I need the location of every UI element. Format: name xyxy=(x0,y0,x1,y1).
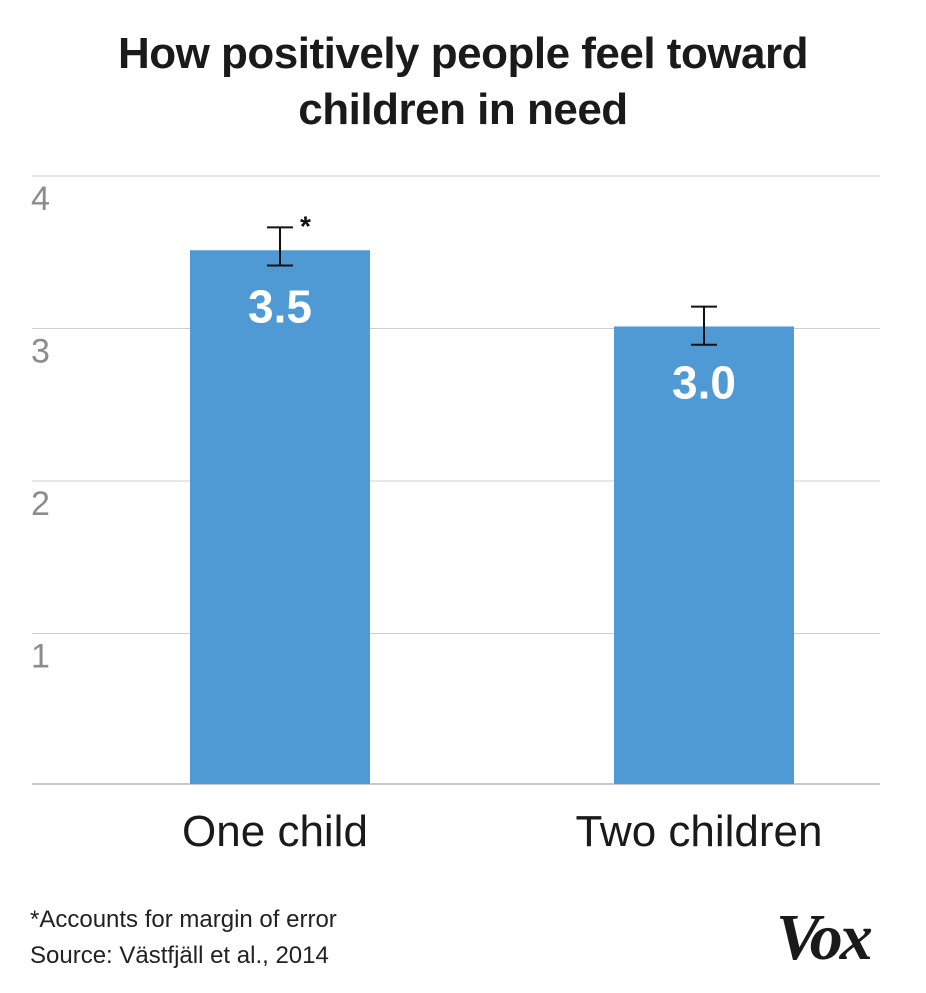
y-tick-label: 4 xyxy=(31,180,50,218)
y-tick-label: 1 xyxy=(31,638,50,676)
bar-value-label: 3.5 xyxy=(248,280,312,332)
bar xyxy=(614,326,794,784)
vox-logo: Vox xyxy=(776,901,873,974)
footnote-note: *Accounts for margin of error xyxy=(30,906,337,933)
category-label: Two children xyxy=(575,807,822,856)
footnote: *Accounts for margin of error Source: Vä… xyxy=(30,902,337,974)
y-tick-label: 2 xyxy=(31,485,50,523)
footnote-source: Source: Västfjäll et al., 2014 xyxy=(30,942,329,969)
title-line-1: How positively people feel toward xyxy=(117,29,809,78)
title-line-2: children in need xyxy=(298,85,628,134)
chart-title: How positively people feel toward childr… xyxy=(0,26,926,138)
bar-chart: 1 2 3 4 3.5 One child 3.0 Two children * xyxy=(31,175,880,856)
y-tick-label: 3 xyxy=(31,333,50,371)
category-label: One child xyxy=(182,807,368,856)
significance-asterisk: * xyxy=(300,210,311,241)
bar-value-label: 3.0 xyxy=(672,357,736,409)
bar xyxy=(190,250,370,784)
